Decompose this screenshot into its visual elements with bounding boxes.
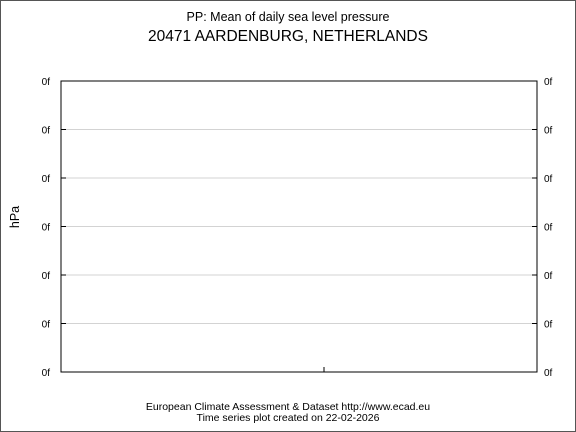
y-tick-label-right: 0f: [544, 320, 553, 331]
footer-created: Time series plot created on 22-02-2026: [196, 412, 380, 424]
y-tick-label-right: 0f: [544, 126, 553, 137]
y-tick-label-left: 0f: [42, 271, 51, 282]
y-tick-label-right: 0f: [544, 77, 553, 88]
y-tick-label-right: 0f: [544, 368, 553, 379]
y-tick-label-right: 0f: [544, 223, 553, 234]
y-tick-label-left: 0f: [42, 320, 51, 331]
y-tick-label-right: 0f: [544, 271, 553, 282]
chart-title: PP: Mean of daily sea level pressure: [186, 10, 390, 24]
chart-subtitle: 20471 AARDENBURG, NETHERLANDS: [148, 28, 428, 45]
grid-lines: [61, 129, 537, 324]
y-tick-label-left: 0f: [42, 77, 51, 88]
y-tick-label-left: 0f: [42, 126, 51, 137]
y-tick-label-left: 0f: [42, 368, 51, 379]
y-tick-label-left: 0f: [42, 174, 51, 185]
y-axis-ticks: 0f 0f 0f 0f 0f 0f 0f 0f 0f 0f 0f 0f 0f 0f: [42, 77, 553, 379]
footer-source: European Climate Assessment & Dataset ht…: [145, 401, 431, 413]
y-tick-label-left: 0f: [42, 223, 51, 234]
y-tick-label-right: 0f: [544, 174, 553, 185]
